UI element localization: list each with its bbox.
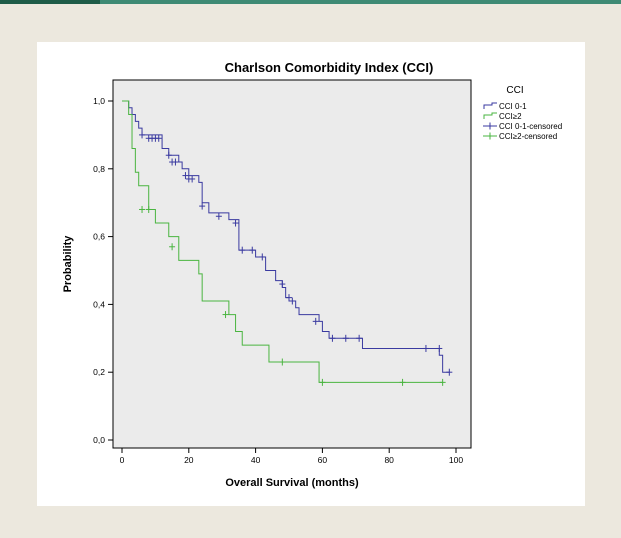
chart-title: Charlson Comorbidity Index (CCI) <box>225 60 434 75</box>
censor-mark <box>145 205 152 213</box>
censor-mark <box>199 202 206 210</box>
censor-mark <box>289 297 296 305</box>
censor-mark <box>399 378 406 386</box>
legend-label: CCI≥2-censored <box>499 132 557 141</box>
x-tick-label: 20 <box>184 455 194 465</box>
censor-mark <box>239 246 246 254</box>
x-tick-label: 40 <box>251 455 261 465</box>
x-tick-label: 0 <box>120 455 125 465</box>
x-tick-label: 80 <box>384 455 394 465</box>
censor-mark <box>172 158 179 166</box>
plot-area <box>112 79 472 449</box>
y-tick-label: 0,8 <box>93 164 105 174</box>
legend-label: CCI≥2 <box>499 112 522 121</box>
censor-mark <box>286 294 292 302</box>
series-line-2 <box>122 100 443 383</box>
censor-mark <box>249 246 256 254</box>
top-accent-bar-dark <box>0 0 100 4</box>
censor-mark <box>139 205 146 213</box>
y-tick-label: 0,2 <box>93 367 105 377</box>
legend-label: CCI 0-1 <box>499 102 527 111</box>
censor-mark <box>422 344 429 352</box>
censor-mark <box>155 134 162 142</box>
censor-mark <box>279 280 286 288</box>
legend-swatch <box>483 112 497 119</box>
y-tick-label: 0,0 <box>93 435 105 445</box>
censor-mark <box>436 344 443 352</box>
censor-mark <box>319 378 326 386</box>
censor-mark <box>215 212 222 220</box>
y-axis-label: Probability <box>62 235 74 293</box>
censor-mark <box>182 172 189 180</box>
censor-mark <box>342 334 349 342</box>
x-tick-label: 60 <box>318 455 328 465</box>
x-axis-label: Overall Survival (months) <box>225 477 359 489</box>
legend-title: CCI <box>506 85 523 96</box>
legend-label: CCI 0-1-censored <box>499 122 562 131</box>
y-tick-label: 0,6 <box>93 232 105 242</box>
censor-mark <box>165 151 172 159</box>
y-axis: 0,0 0,2 0,4 0,6 0,8 1,0 <box>93 96 113 445</box>
censor-mark <box>259 253 266 261</box>
top-accent-bar <box>0 0 621 4</box>
legend-item: CCI 0-1 <box>483 102 527 111</box>
censor-mark <box>439 378 446 386</box>
censor-mark <box>232 219 239 227</box>
legend-item: CCI 0-1-censored <box>483 122 562 131</box>
censor-mark <box>189 175 196 183</box>
chart-card: Charlson Comorbidity Index (CCI) 0,0 0,2 0… <box>37 42 585 506</box>
censor-mark <box>356 334 363 342</box>
x-axis: 0 20 40 60 80 100 <box>120 448 463 465</box>
censor-mark <box>329 334 336 342</box>
legend-item: CCI≥2 <box>483 112 522 121</box>
censor-mark <box>279 358 286 366</box>
series-layer <box>122 100 453 386</box>
legend-swatch <box>483 102 497 109</box>
censor-mark <box>312 317 319 325</box>
x-tick-label: 100 <box>449 455 463 465</box>
censor-mark <box>169 243 176 251</box>
y-tick-label: 0,4 <box>93 299 105 309</box>
legend-item: CCI≥2-censored <box>483 132 557 141</box>
y-tick-label: 1,0 <box>93 96 105 106</box>
censor-mark <box>222 311 229 319</box>
survival-chart: Charlson Comorbidity Index (CCI) 0,00,20… <box>62 60 562 489</box>
censor-mark <box>446 368 453 376</box>
censor-mark <box>139 131 146 139</box>
